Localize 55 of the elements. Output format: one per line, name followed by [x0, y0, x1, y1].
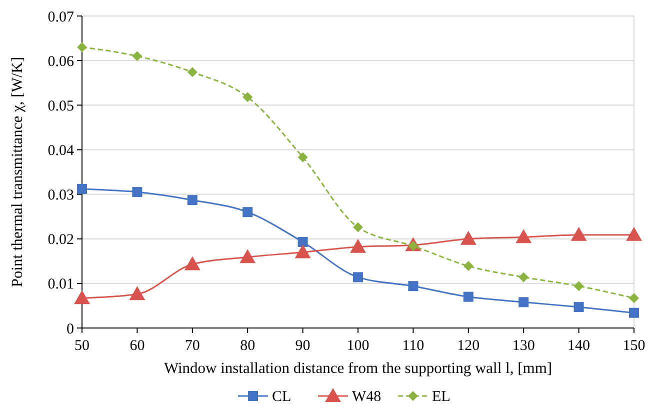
point — [184, 256, 200, 270]
point — [294, 244, 311, 258]
y-axis-title: Point thermal transmittance χ, [W/K] — [9, 56, 26, 288]
point — [629, 308, 639, 318]
point — [518, 272, 529, 282]
point — [626, 226, 642, 241]
point — [463, 292, 474, 302]
legend-label: EL — [432, 389, 450, 405]
point — [298, 236, 308, 247]
point — [350, 238, 366, 253]
x-tick-label: 50 — [74, 338, 90, 354]
point — [187, 195, 198, 206]
point — [132, 187, 142, 198]
y-tick-label: 0.06 — [48, 54, 74, 70]
point — [353, 272, 363, 282]
legend-label: W48 — [352, 389, 382, 405]
point — [408, 281, 418, 292]
x-tick-label: 100 — [346, 338, 370, 354]
y-tick-label: 0.01 — [48, 276, 74, 293]
x-tick-label: 80 — [240, 338, 256, 354]
point — [242, 207, 253, 218]
point — [516, 229, 532, 244]
y-tick-label: 0.04 — [48, 142, 74, 159]
point — [460, 230, 476, 245]
point — [518, 297, 529, 308]
point — [629, 293, 639, 304]
legend-label: CL — [272, 389, 292, 405]
y-tick-label: 0.05 — [48, 98, 74, 114]
x-tick-label: 60 — [130, 338, 145, 354]
point — [77, 184, 87, 194]
x-tick-label: 120 — [457, 338, 480, 354]
point — [570, 226, 587, 241]
y-tick-label: 0.07 — [48, 9, 74, 26]
x-tick-label: 110 — [402, 338, 424, 354]
y-tick-label: 0.03 — [48, 188, 74, 204]
point — [353, 222, 363, 232]
point — [574, 281, 584, 292]
x-tick-label: 150 — [622, 338, 646, 354]
x-tick-label: 90 — [295, 338, 310, 354]
point — [242, 92, 253, 102]
point — [298, 152, 308, 162]
point — [187, 67, 198, 78]
x-axis-title: Window installation distance from the supporting wall l, [mm] — [164, 360, 552, 377]
point — [129, 286, 146, 300]
x-tick-label: 140 — [568, 338, 590, 354]
point — [77, 42, 87, 52]
x-tick-label: 70 — [184, 338, 200, 354]
point — [574, 302, 584, 312]
point — [463, 261, 474, 272]
y-tick-label: 0 — [66, 321, 74, 338]
point — [132, 51, 142, 62]
point — [74, 290, 90, 304]
y-tick-label: 0.02 — [48, 232, 74, 248]
point — [240, 249, 256, 264]
x-tick-label: 130 — [512, 338, 535, 354]
